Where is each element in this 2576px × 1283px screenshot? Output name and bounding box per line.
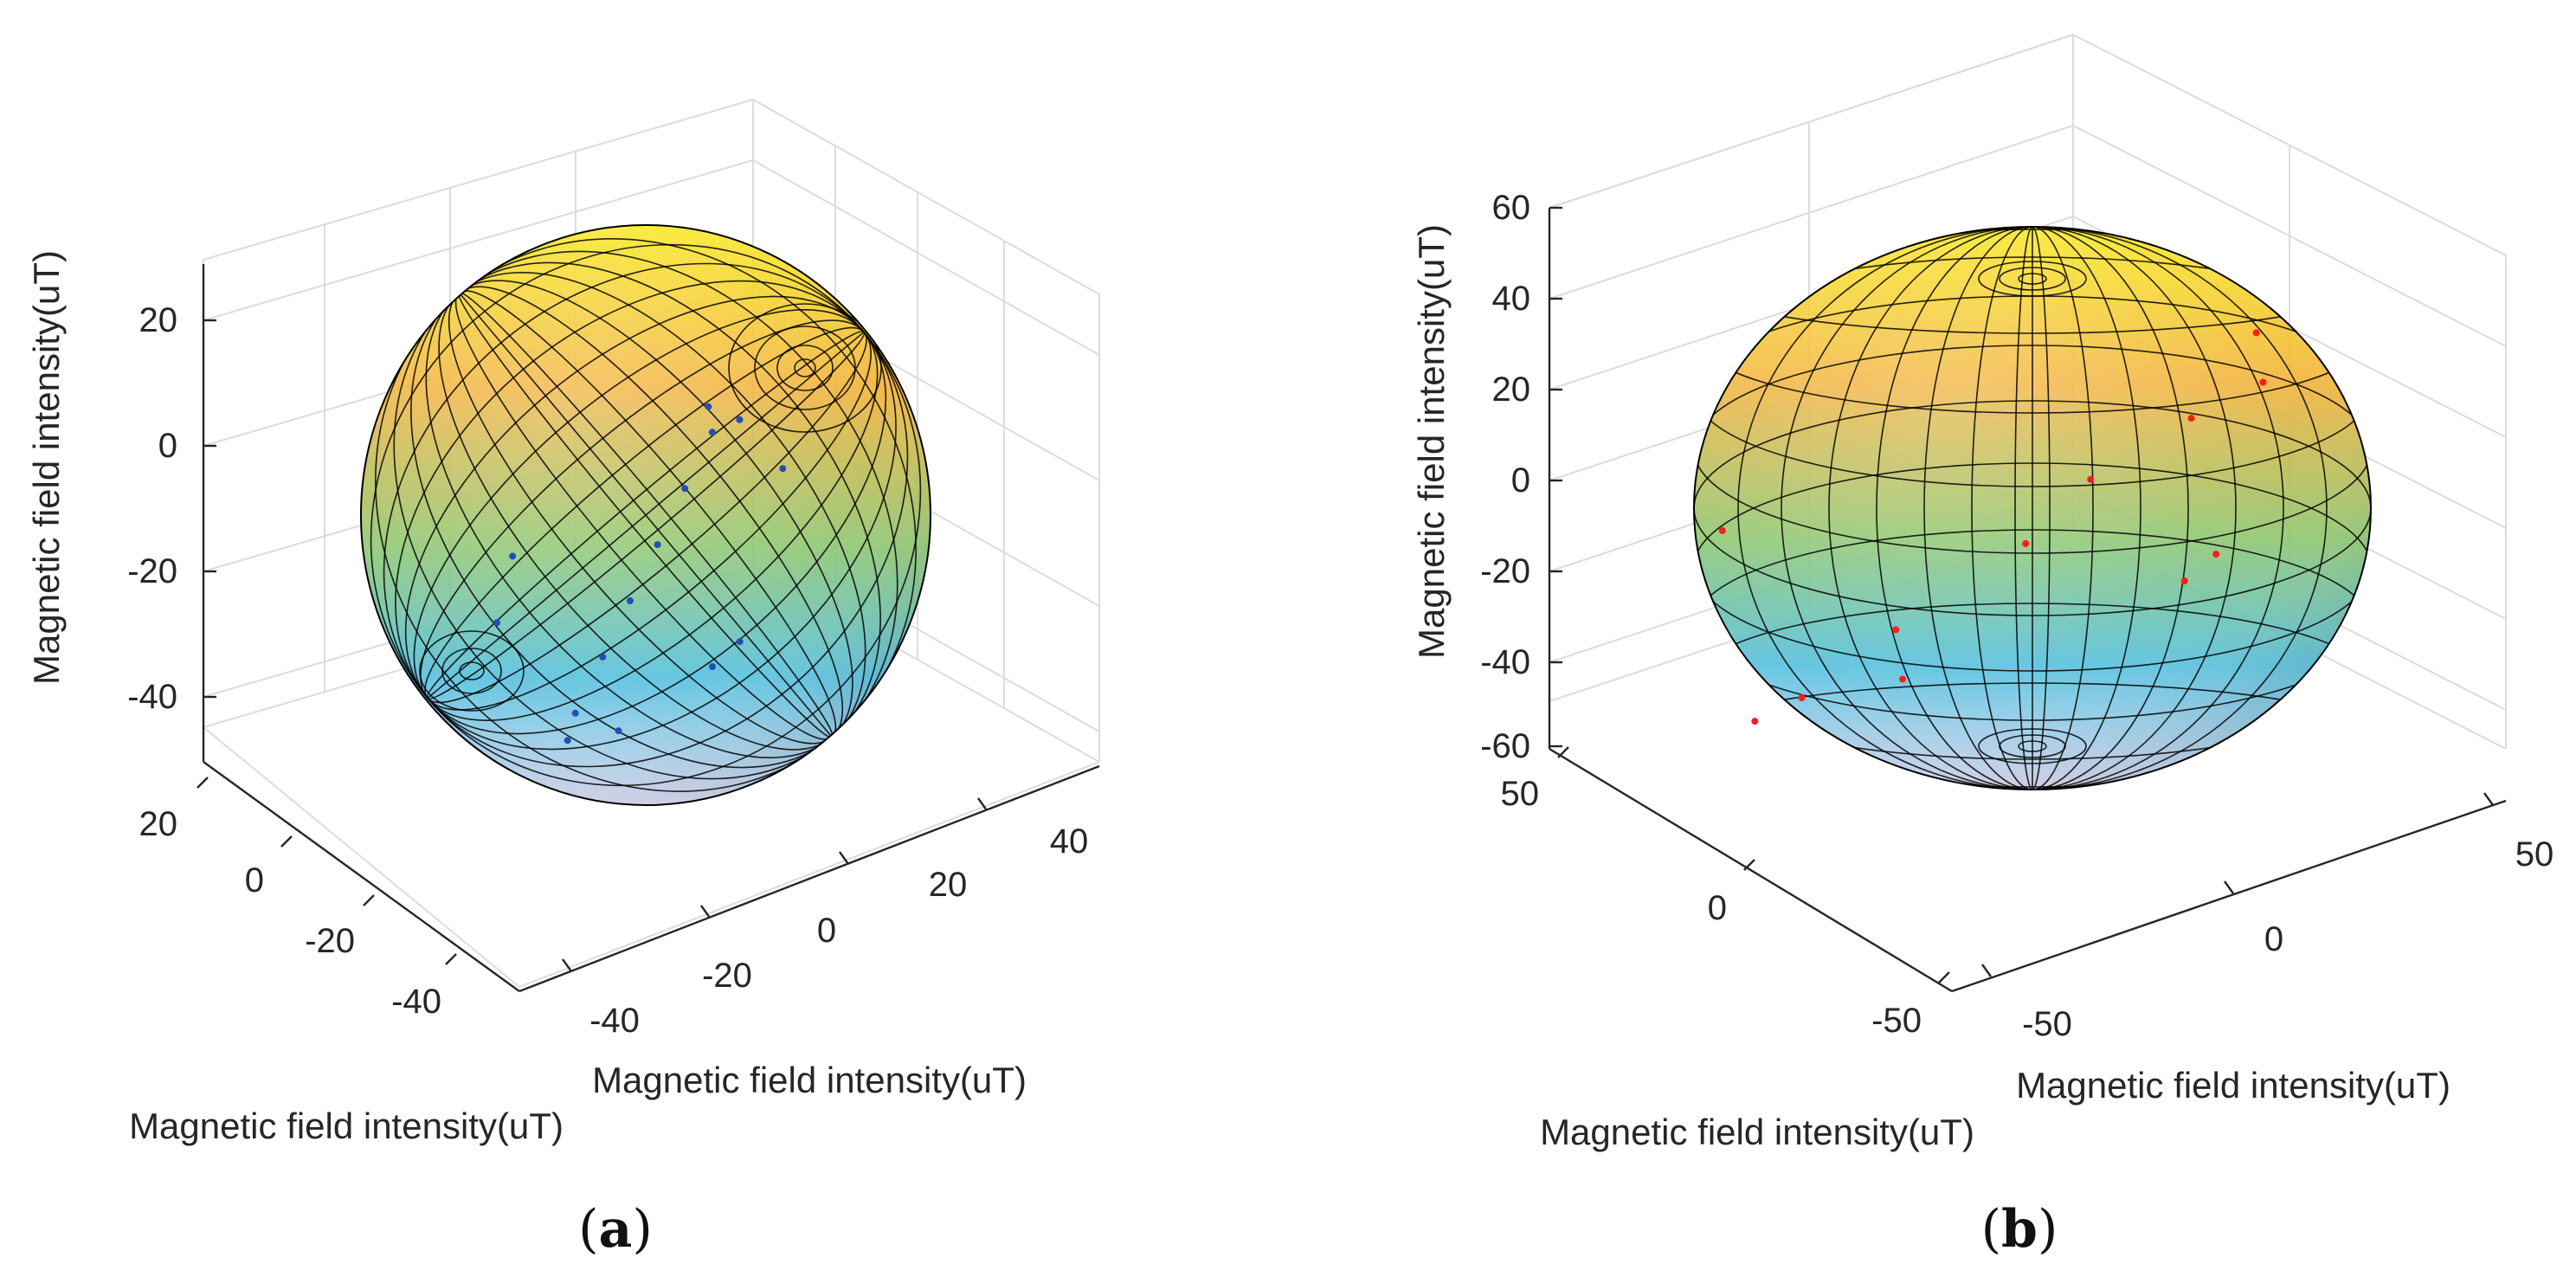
chart-a-data-point: [708, 429, 716, 436]
chart-a-data-point: [654, 541, 661, 549]
chart-a-y-tick-labels: 20 0 -20 -40: [139, 805, 442, 1021]
chart-b-z-tick: -60: [1480, 727, 1530, 765]
chart-b-z-tick: -20: [1480, 552, 1530, 590]
chart-a-data-point: [736, 416, 744, 423]
chart-a-x-tick: 0: [817, 912, 836, 950]
chart-b-z-tick-labels: 60 40 20 0 -20 -40 -60: [1480, 189, 1530, 765]
chart-b: 60 40 20 0 -20 -40 -60 50 0 -50 -50 0 50…: [1411, 34, 2553, 1260]
chart-a-data-point: [627, 597, 634, 604]
chart-a-data-point: [615, 727, 622, 735]
chart-b-z-axis-label: Magnetic field intensity(uT): [1411, 224, 1452, 659]
chart-b-data-points: [1718, 329, 2267, 725]
chart-a: 20 0 -20 -40 20 0 -20 -40 -40 -20 0 20 4…: [26, 99, 1100, 1260]
chart-b-ellipsoid-mesh: [1694, 227, 2371, 790]
chart-b-data-point: [1892, 626, 1900, 634]
chart-b-data-point: [2087, 475, 2095, 483]
chart-a-data-point: [681, 485, 689, 493]
chart-a-x-axis-label: Magnetic field intensity(uT): [592, 1060, 1027, 1100]
chart-a-caption: (a): [578, 1199, 653, 1260]
chart-b-axes: [1548, 206, 2507, 993]
chart-a-data-point: [779, 465, 787, 473]
chart-a-y-tick: -20: [305, 922, 355, 960]
chart-b-data-point: [1798, 694, 1806, 701]
chart-b-data-point: [1718, 526, 1726, 534]
chart-a-data-points: [493, 403, 787, 745]
chart-b-data-point: [2180, 577, 2188, 584]
chart-a-data-point: [709, 663, 716, 670]
chart-b-y-tick-labels: 50 0 -50: [1501, 775, 1922, 1040]
chart-a-data-point: [493, 619, 501, 627]
chart-b-y-axis-label: Magnetic field intensity(uT): [1540, 1112, 1974, 1152]
chart-a-axes: [196, 264, 1100, 993]
chart-a-z-tick-labels: 20 0 -20 -40: [127, 301, 177, 716]
chart-b-sphere: [1693, 226, 2372, 790]
chart-a-z-tick: 20: [139, 301, 178, 339]
chart-a-z-tick: -40: [127, 678, 177, 716]
chart-a-y-tick: 0: [245, 861, 264, 899]
chart-b-caption: (b): [1981, 1199, 2058, 1260]
chart-b-data-point: [2022, 539, 2030, 547]
chart-a-data-point: [736, 638, 744, 646]
chart-b-data-point: [2259, 378, 2267, 386]
chart-a-x-tick: 20: [929, 866, 968, 904]
chart-b-x-axis-label: Magnetic field intensity(uT): [2016, 1065, 2450, 1106]
chart-b-z-tick: 60: [1492, 189, 1531, 227]
chart-b-y-tick: -50: [1871, 1002, 1922, 1040]
chart-b-data-point: [2212, 551, 2220, 558]
chart-a-data-point: [705, 403, 712, 410]
chart-b-y-tick: 0: [1708, 889, 1727, 927]
chart-b-x-tick: 50: [2515, 835, 2554, 874]
chart-b-z-tick: 20: [1492, 371, 1531, 409]
chart-a-data-point: [599, 653, 607, 661]
chart-b-x-tick: 0: [2264, 920, 2283, 958]
chart-a-y-tick: -40: [391, 983, 441, 1021]
chart-b-z-tick: 0: [1511, 461, 1530, 500]
chart-a-z-axis-label: Magnetic field intensity(uT): [26, 250, 67, 685]
chart-a-x-tick-labels: -40 -20 0 20 40: [589, 822, 1088, 1040]
chart-a-sphere: [360, 224, 931, 806]
chart-a-x-tick: 40: [1050, 822, 1089, 861]
chart-b-z-tick: 40: [1492, 280, 1531, 318]
chart-b-z-tick: -40: [1480, 643, 1530, 681]
chart-a-y-axis-label: Magnetic field intensity(uT): [129, 1106, 564, 1146]
chart-a-y-tick: 20: [139, 805, 178, 843]
chart-a-x-tick: -20: [702, 957, 752, 995]
chart-b-data-point: [1751, 718, 1759, 725]
chart-b-x-tick-labels: -50 0 50: [2022, 835, 2553, 1043]
chart-b-x-tick: -50: [2022, 1005, 2072, 1043]
chart-b-data-point: [2187, 415, 2195, 422]
chart-b-data-point: [2252, 329, 2260, 337]
chart-a-x-tick: -40: [589, 1002, 640, 1040]
chart-b-data-point: [1899, 675, 1906, 683]
chart-a-data-point: [509, 552, 517, 560]
chart-a-z-tick: -20: [127, 552, 177, 590]
chart-b-caption-letter: b: [2001, 1199, 2038, 1260]
chart-a-caption-letter: a: [599, 1199, 633, 1260]
chart-b-y-tick: 50: [1501, 775, 1540, 813]
chart-a-data-point: [571, 709, 579, 717]
chart-a-z-tick: 0: [158, 427, 177, 465]
chart-a-data-point: [564, 737, 571, 745]
